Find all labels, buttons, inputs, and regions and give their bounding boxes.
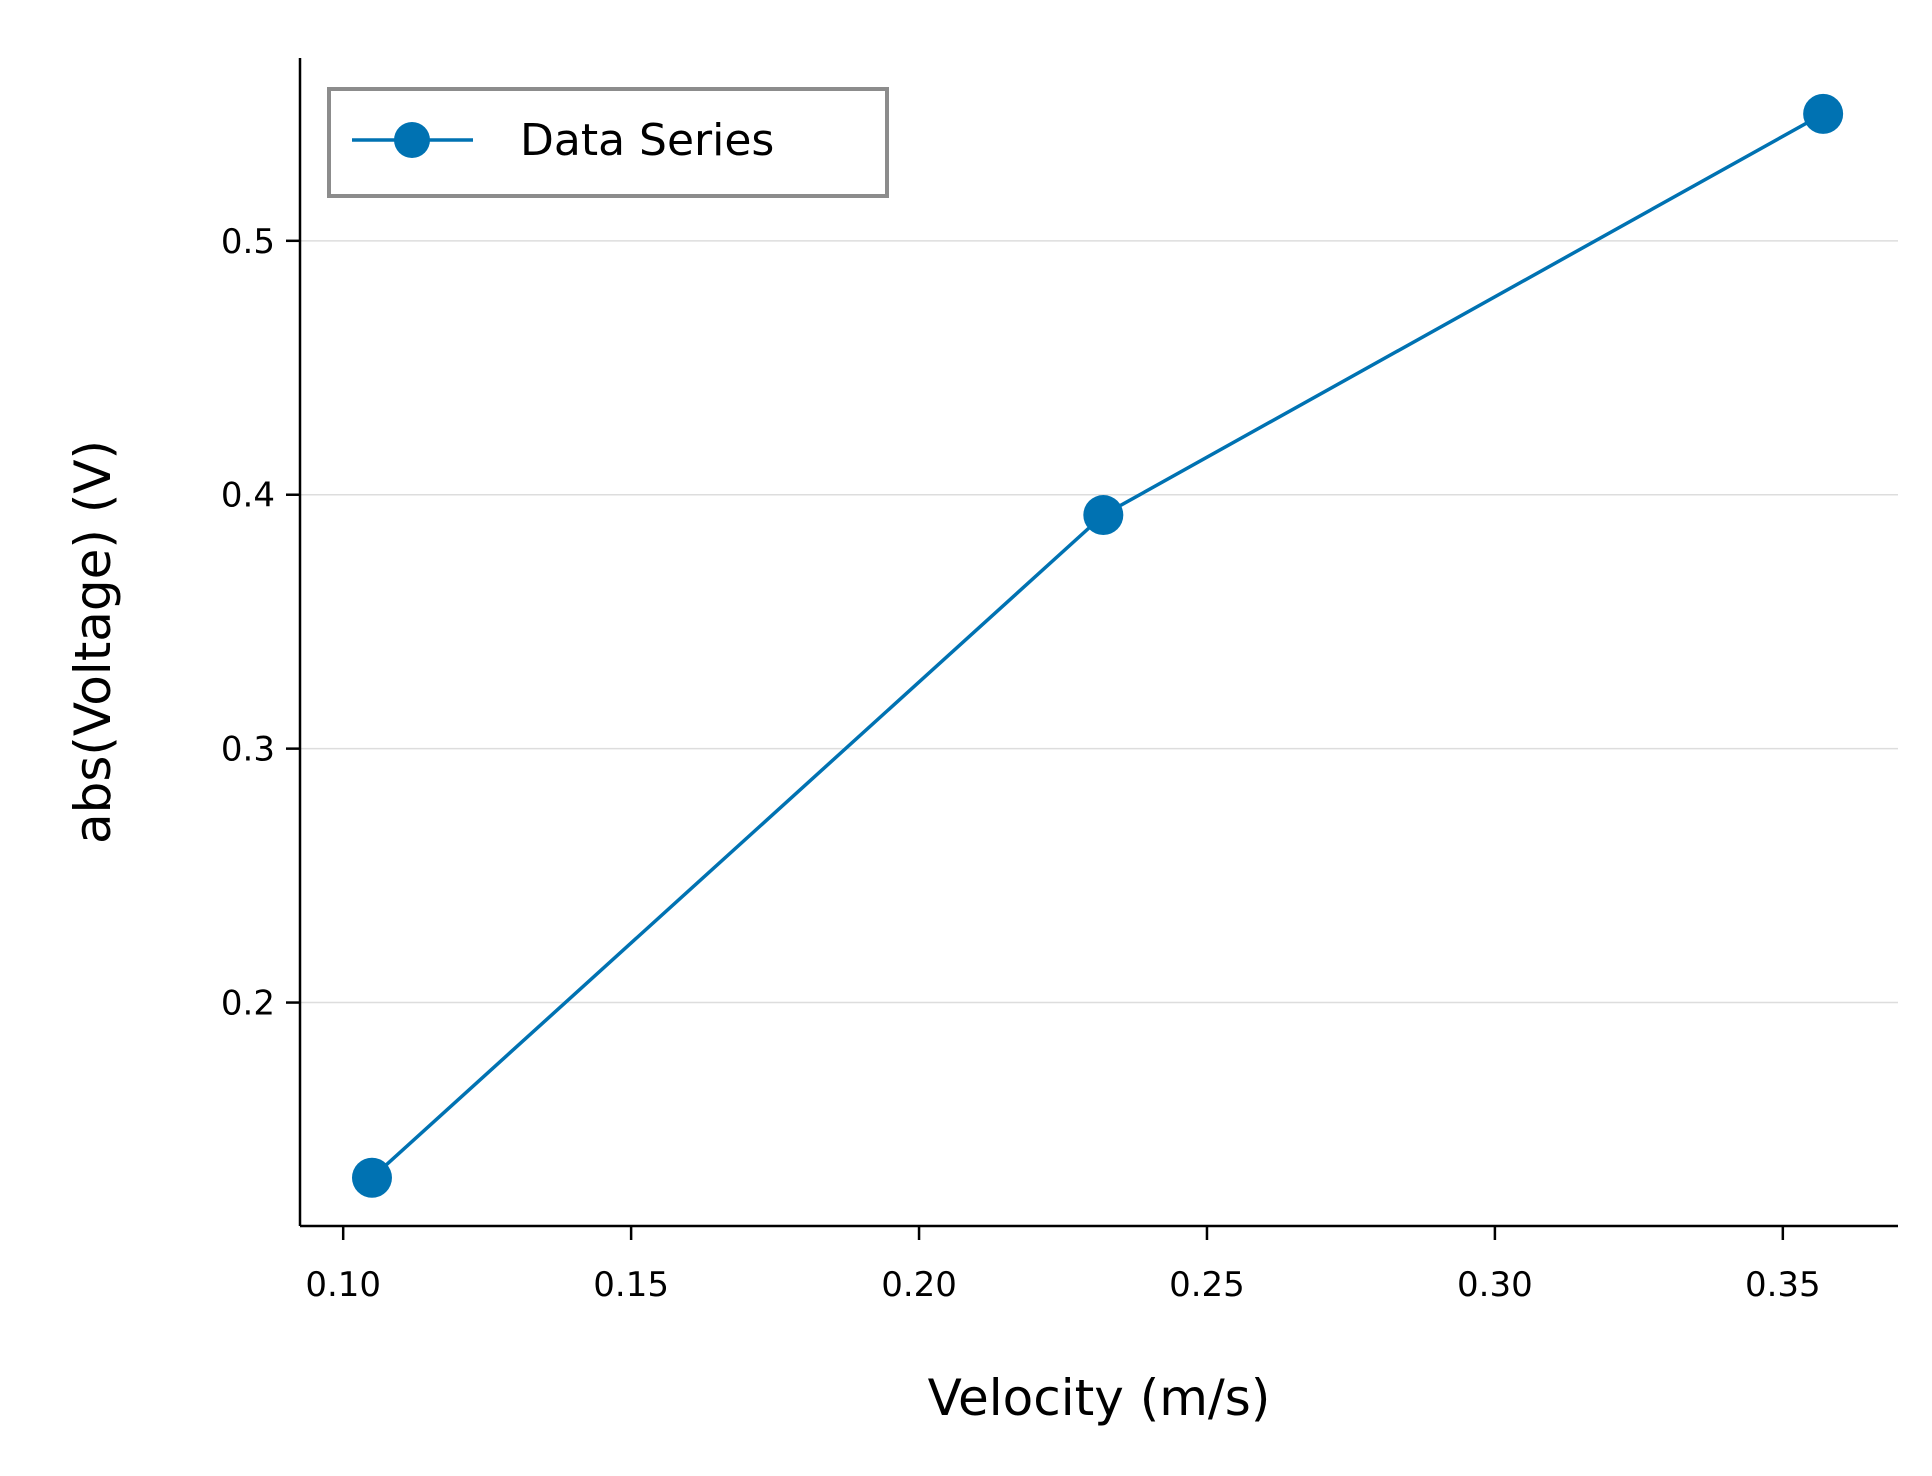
legend-marker-swatch: [394, 122, 430, 158]
x-tick-label: 0.15: [593, 1265, 669, 1305]
series-line: [370, 112, 1824, 1180]
y-axis-title: abs(Voltage) (V): [64, 440, 122, 844]
x-ticks: 0.10 0.15 0.20 0.25 0.30 0.35: [305, 1226, 1821, 1305]
gridlines: [300, 240, 1898, 1004]
y-ticks: 0.2 0.3 0.4 0.5: [221, 222, 300, 1024]
y-tick-label: 0.3: [221, 730, 275, 770]
legend-label: Data Series: [520, 115, 774, 166]
data-point: [1083, 495, 1124, 536]
x-tick-label: 0.20: [881, 1265, 957, 1305]
x-axis-title: Velocity (m/s): [928, 1369, 1271, 1427]
legend: Data Series: [327, 87, 889, 198]
x-tick-label: 0.30: [1457, 1265, 1533, 1305]
series-layer: [351, 93, 1844, 1198]
y-tick-label: 0.5: [221, 222, 275, 262]
y-tick-label: 0.4: [221, 476, 275, 516]
axes: [298, 58, 1898, 1228]
x-tick-label: 0.10: [305, 1265, 381, 1305]
y-tick-label: 0.2: [221, 984, 275, 1024]
data-point: [351, 1157, 392, 1198]
data-point: [1803, 93, 1844, 134]
x-tick-label: 0.35: [1745, 1265, 1821, 1305]
x-tick-label: 0.25: [1169, 1265, 1245, 1305]
